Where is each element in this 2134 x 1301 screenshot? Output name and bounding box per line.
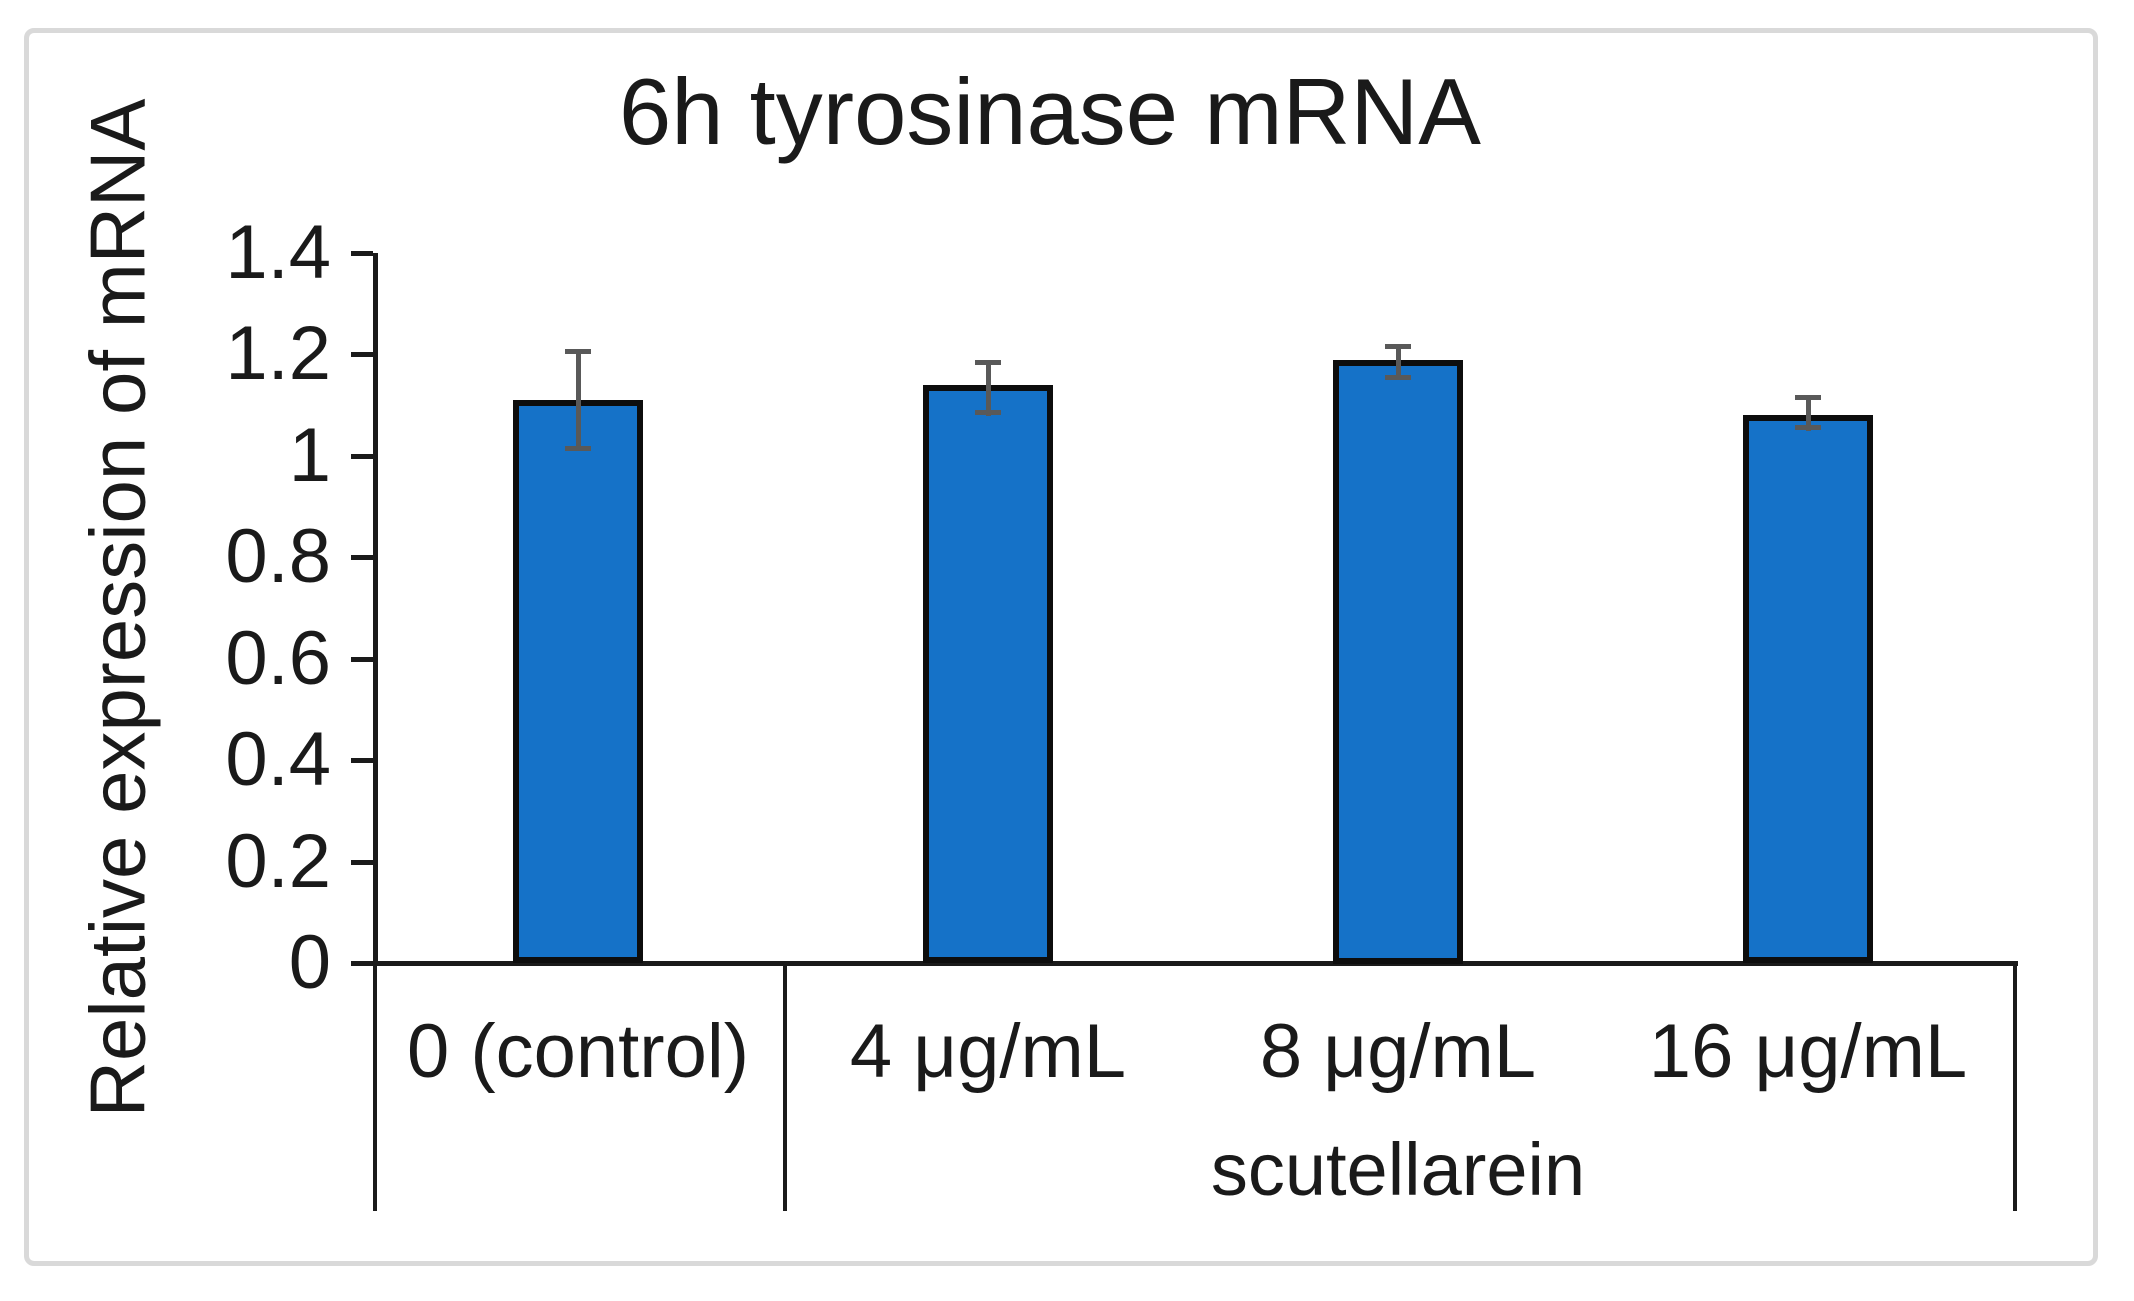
y-tick-label: 1.2 <box>225 311 331 396</box>
x-axis-separator-2 <box>783 963 787 1211</box>
error-bar-line-2 <box>986 360 991 416</box>
y-tick-mark <box>351 555 373 560</box>
y-tick-label: 1 <box>288 413 331 498</box>
x-axis-line <box>351 961 2018 966</box>
error-bar-cap-bottom-1 <box>565 446 591 451</box>
error-bar-cap-top-4 <box>1795 395 1821 400</box>
bar-1 <box>513 400 643 963</box>
y-axis-line <box>373 253 378 963</box>
y-tick-label: 0.8 <box>225 514 331 599</box>
y-tick-label: 0 <box>288 920 331 1005</box>
x-axis-separator-1 <box>373 963 377 1211</box>
error-bar-cap-bottom-4 <box>1795 425 1821 430</box>
y-tick-mark <box>351 454 373 459</box>
y-tick-label: 0.2 <box>225 819 331 904</box>
y-tick-label: 0.6 <box>225 616 331 701</box>
error-bar-line-3 <box>1396 344 1401 380</box>
error-bar-cap-bottom-2 <box>975 410 1001 415</box>
x-axis-separator-3 <box>2013 963 2017 1211</box>
y-tick-mark <box>351 657 373 662</box>
x-category-label-3: 8 μg/mL <box>1259 1009 1537 1094</box>
y-tick-label: 1.4 <box>225 210 331 295</box>
y-tick-label: 0.4 <box>225 717 331 802</box>
y-tick-mark <box>351 961 373 966</box>
error-bar-cap-bottom-3 <box>1385 375 1411 380</box>
error-bar-line-4 <box>1806 395 1811 431</box>
bar-2 <box>923 385 1053 963</box>
y-tick-mark <box>351 860 373 865</box>
bar-3 <box>1333 360 1463 964</box>
y-tick-mark <box>351 758 373 763</box>
error-bar-cap-top-1 <box>565 349 591 354</box>
error-bar-cap-top-2 <box>975 360 1001 365</box>
x-category-label-1: 0 (control) <box>406 1009 750 1094</box>
y-tick-mark <box>351 352 373 357</box>
x-category-label-2: 4 μg/mL <box>849 1009 1127 1094</box>
bar-4 <box>1743 415 1873 963</box>
x-category-label-4: 16 μg/mL <box>1648 1009 1968 1094</box>
y-tick-mark <box>351 251 373 256</box>
x-group-label: scutellarein <box>1210 1128 1586 1211</box>
error-bar-line-1 <box>576 349 581 450</box>
error-bar-cap-top-3 <box>1385 344 1411 349</box>
chart-title: 6h tyrosinase mRNA <box>619 59 1481 164</box>
